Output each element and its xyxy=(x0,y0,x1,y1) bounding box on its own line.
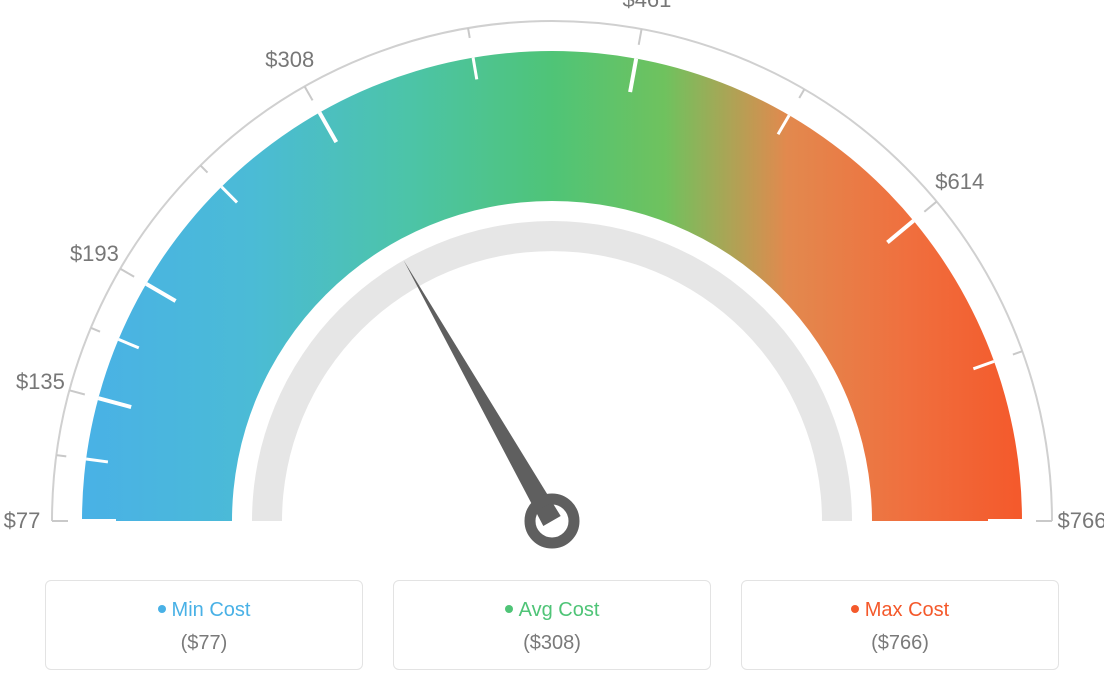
legend-card-min: Min Cost ($77) xyxy=(45,580,363,670)
legend-min-dot xyxy=(158,605,166,613)
legend-min-label: Min Cost xyxy=(172,599,251,621)
scale-label: $308 xyxy=(265,47,314,73)
scale-label: $766 xyxy=(1058,508,1104,534)
legend-max-dot xyxy=(851,605,859,613)
legend-max-title: Max Cost xyxy=(752,599,1048,622)
legend-max-value: ($766) xyxy=(752,632,1048,655)
legend-avg-title: Avg Cost xyxy=(404,599,700,622)
gauge-area: $77 $135 $193 $308 $461 $614 $766 xyxy=(0,0,1104,560)
legend-min-value: ($77) xyxy=(56,632,352,655)
scale-label: $135 xyxy=(16,369,65,395)
legend-avg-label: Avg Cost xyxy=(519,599,600,621)
scale-label: $461 xyxy=(622,0,671,13)
legend-max-label: Max Cost xyxy=(865,599,949,621)
gauge-chart-container: $77 $135 $193 $308 $461 $614 $766 Min Cost ($7… xyxy=(0,0,1104,690)
legend-row: Min Cost ($77) Avg Cost ($308) Max Cost … xyxy=(45,580,1059,670)
legend-avg-value: ($308) xyxy=(404,632,700,655)
scale-label: $77 xyxy=(4,508,41,534)
gauge-svg xyxy=(0,0,1104,560)
legend-min-title: Min Cost xyxy=(56,599,352,622)
legend-avg-dot xyxy=(505,605,513,613)
scale-label: $193 xyxy=(70,241,119,267)
legend-card-max: Max Cost ($766) xyxy=(741,580,1059,670)
scale-label: $614 xyxy=(935,169,984,195)
legend-card-avg: Avg Cost ($308) xyxy=(393,580,711,670)
